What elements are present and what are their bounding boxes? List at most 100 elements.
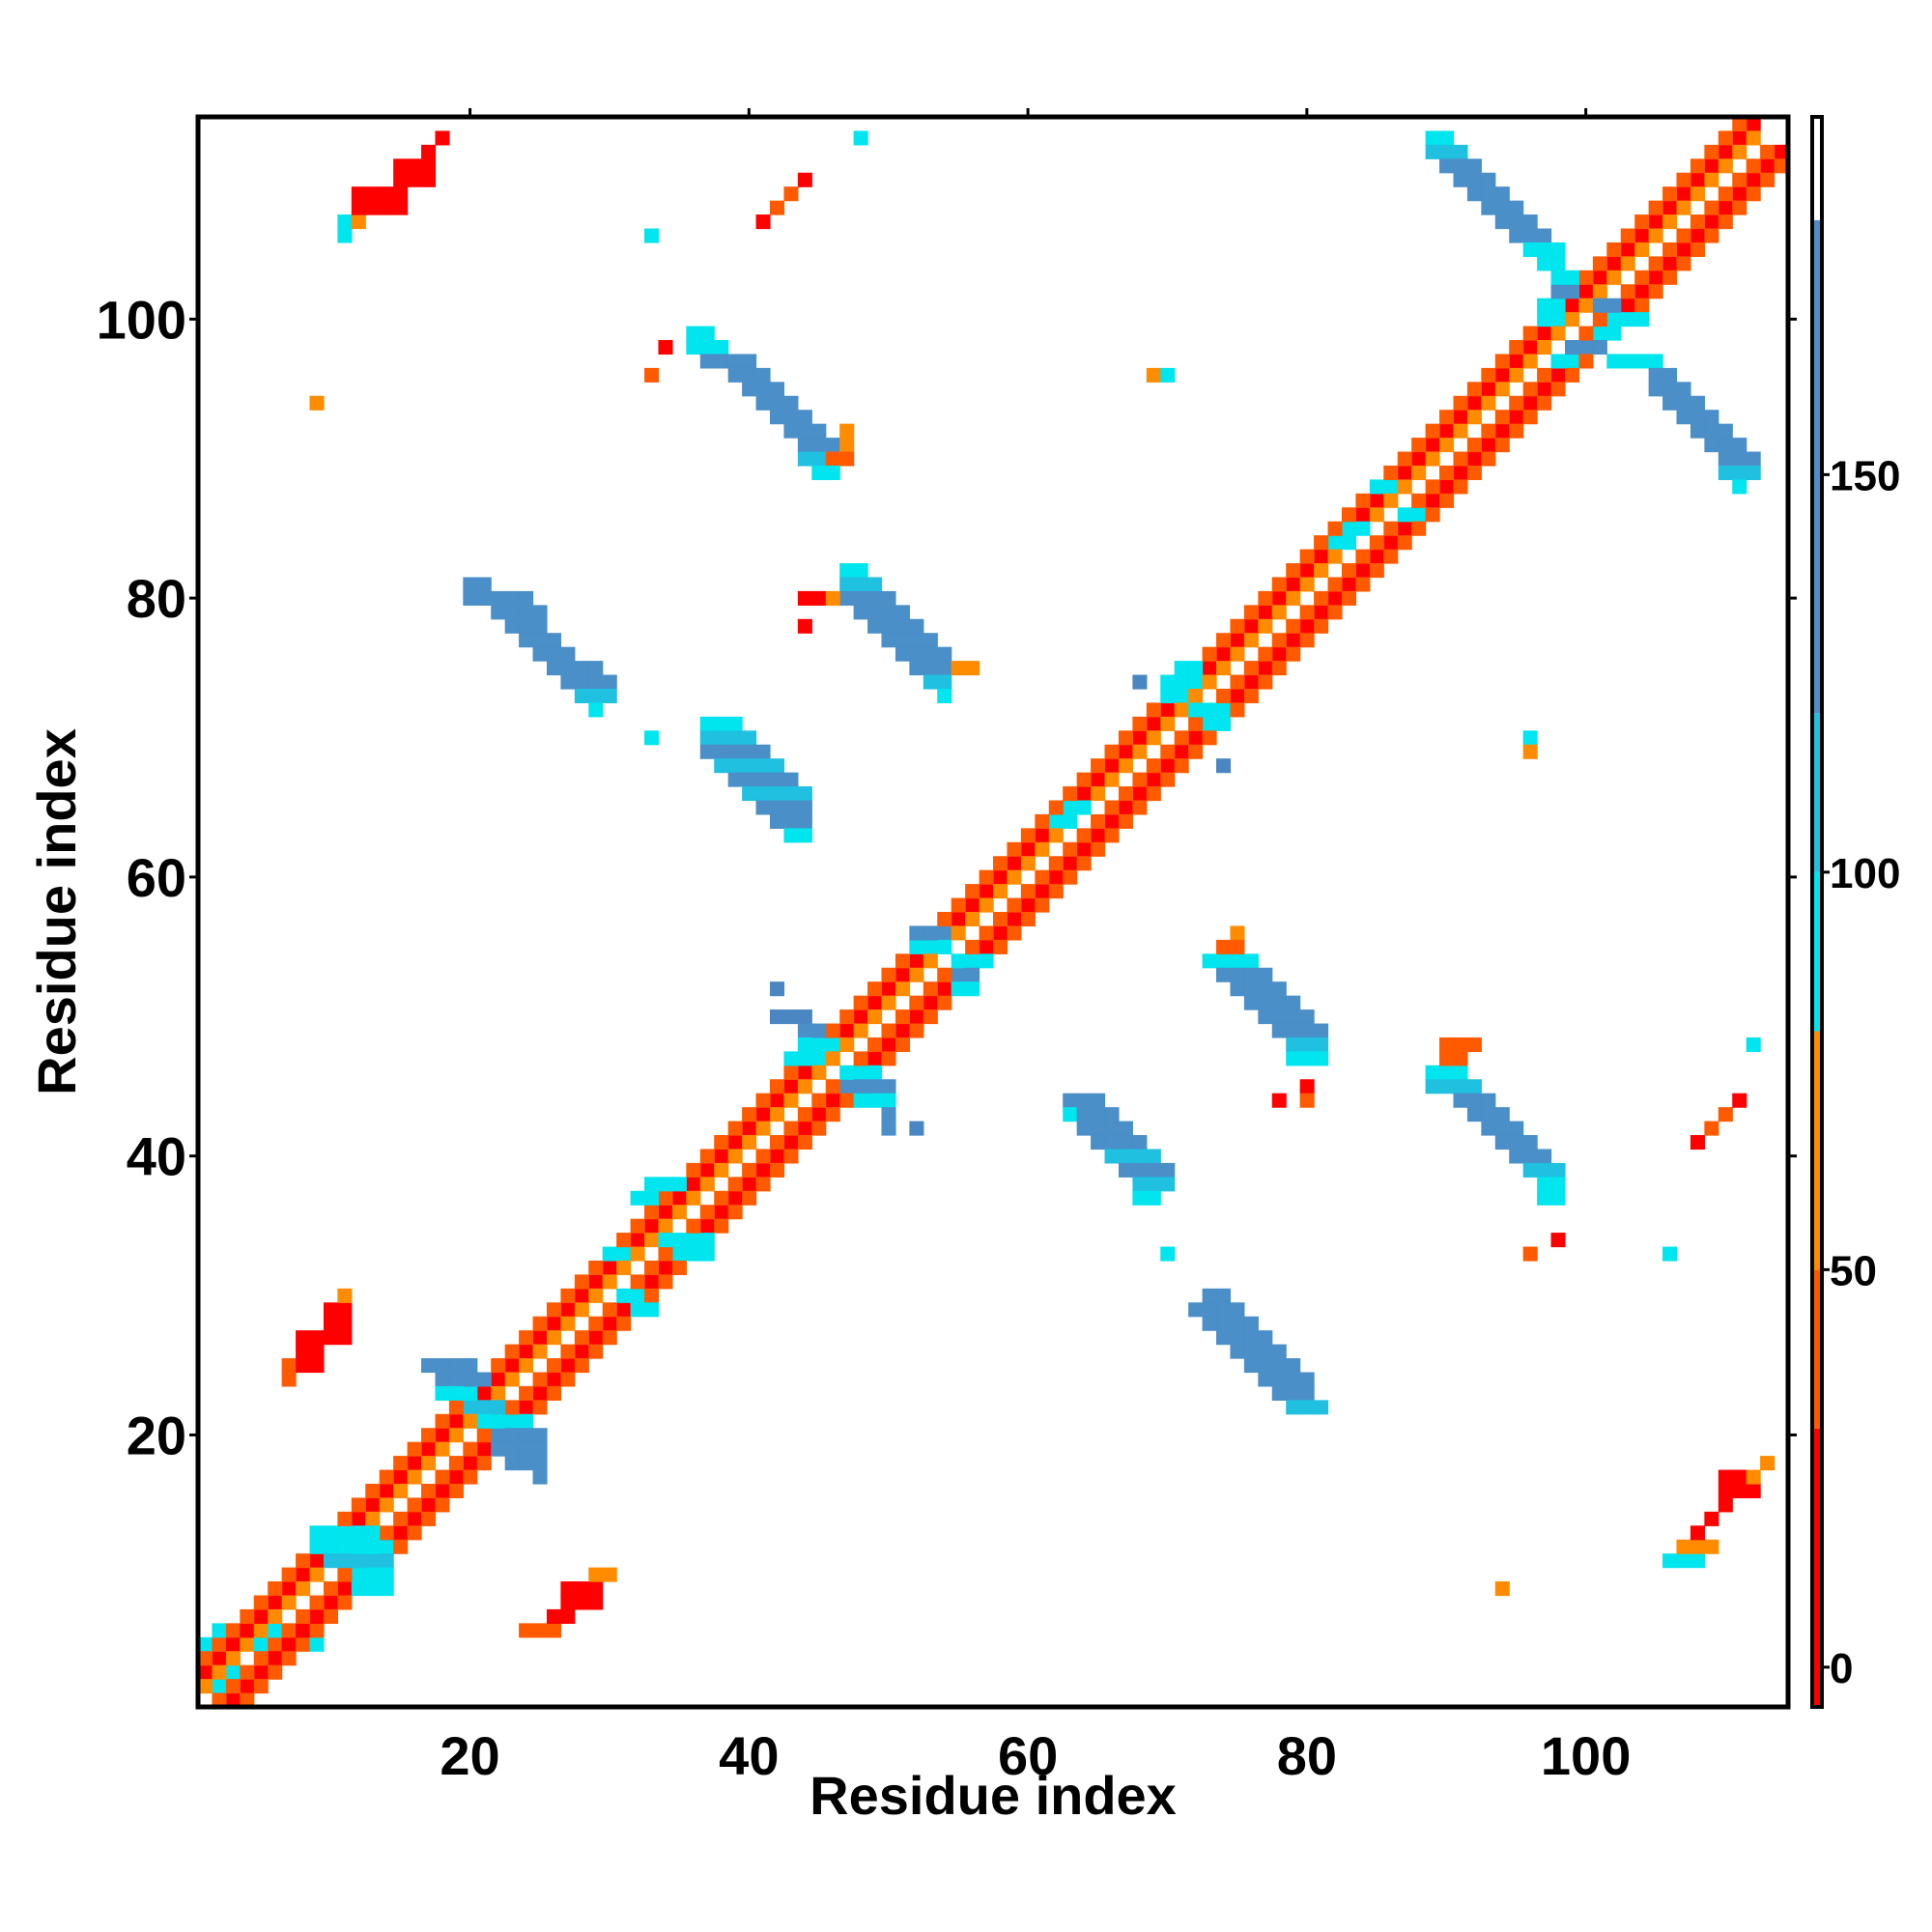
heatmap-cell — [546, 646, 561, 662]
heatmap-cell — [421, 172, 437, 187]
heatmap-cell — [1411, 507, 1427, 523]
heatmap-cell — [1718, 438, 1733, 453]
heatmap-cell — [1202, 674, 1217, 690]
heatmap-cell — [1341, 521, 1356, 536]
heatmap-cell — [699, 1246, 715, 1262]
heatmap-cell — [1355, 521, 1371, 536]
heatmap-cell — [546, 1358, 561, 1374]
heatmap-cell — [769, 772, 785, 787]
heatmap-cell — [602, 1246, 617, 1262]
heatmap-cell — [1314, 1051, 1329, 1066]
heatmap-cell — [671, 1177, 687, 1192]
heatmap-cell — [1494, 367, 1510, 383]
heatmap-cell — [1076, 1121, 1092, 1136]
heatmap-cell — [574, 1595, 589, 1610]
heatmap-cell — [1704, 1121, 1719, 1136]
heatmap-cell — [435, 1441, 450, 1457]
heatmap-cell — [435, 1483, 450, 1499]
heatmap-cell — [1286, 1051, 1301, 1066]
heatmap-cell — [1411, 465, 1427, 480]
heatmap-cell — [686, 1190, 701, 1206]
heatmap-cell — [1494, 1581, 1510, 1597]
heatmap-cell — [1453, 479, 1468, 495]
heatmap-cell — [783, 1051, 799, 1066]
heatmap-cell — [309, 1358, 325, 1374]
heatmap-cell — [1202, 953, 1217, 969]
heatmap-cell — [337, 1525, 353, 1541]
heatmap-cell — [1258, 661, 1273, 676]
heatmap-cell — [769, 1162, 785, 1178]
heatmap-cell — [909, 925, 924, 941]
heatmap-cell — [351, 1567, 366, 1582]
heatmap-cell — [225, 1679, 241, 1694]
heatmap-cell — [867, 590, 883, 606]
heatmap-cell — [1746, 465, 1761, 480]
y-axis-label: Residue index — [26, 728, 87, 1095]
heatmap-cell — [1202, 1288, 1217, 1303]
heatmap-cell — [1522, 410, 1538, 425]
heatmap-cell — [658, 1177, 673, 1192]
heatmap-cell — [463, 1385, 478, 1401]
heatmap-cell — [421, 1456, 437, 1471]
heatmap-cell — [783, 1121, 799, 1136]
heatmap-cell — [1425, 451, 1440, 467]
y-tick-label: 20 — [127, 1405, 186, 1465]
heatmap-cell — [630, 1190, 645, 1206]
heatmap-cell — [1035, 828, 1050, 843]
heatmap-cell — [1704, 1539, 1719, 1554]
heatmap-cell — [504, 618, 520, 634]
heatmap-cell — [951, 912, 966, 927]
heatmap-cell — [1146, 730, 1161, 746]
heatmap-cell — [937, 912, 952, 927]
heatmap-cell — [393, 186, 409, 202]
heatmap-cell — [1522, 214, 1538, 230]
heatmap-cell — [1439, 1037, 1455, 1052]
heatmap-cell — [1271, 577, 1287, 592]
heatmap-cell — [1620, 284, 1635, 299]
heatmap-cell — [923, 981, 938, 997]
heatmap-cell — [1411, 521, 1427, 536]
heatmap-cell — [1537, 312, 1552, 327]
heatmap-cell — [1146, 1190, 1161, 1206]
heatmap-cell — [1271, 661, 1287, 676]
heatmap-cell — [379, 1539, 394, 1554]
heatmap-cell — [1620, 312, 1635, 327]
heatmap-cell — [393, 1511, 409, 1526]
heatmap-cell — [1286, 633, 1301, 648]
heatmap-cell — [1676, 1539, 1691, 1554]
heatmap-cell — [504, 1372, 520, 1387]
heatmap-cell — [825, 1093, 840, 1108]
heatmap-cell — [1690, 228, 1705, 243]
heatmap-cell — [1564, 367, 1580, 383]
heatmap-cell — [979, 939, 994, 954]
heatmap-cell — [1550, 1233, 1566, 1248]
heatmap-cell — [1774, 158, 1789, 174]
heatmap-cell — [379, 1553, 394, 1569]
heatmap-cell — [1439, 423, 1455, 439]
heatmap-cell — [1592, 284, 1607, 299]
heatmap-cell — [1397, 535, 1412, 551]
heatmap-cell — [504, 1344, 520, 1359]
heatmap-cell — [1020, 856, 1036, 871]
heatmap-cell — [951, 661, 966, 676]
heatmap-cell — [1271, 1372, 1287, 1387]
heatmap-cell — [519, 590, 534, 606]
heatmap-cell — [1439, 130, 1455, 146]
heatmap-cell — [1509, 395, 1524, 411]
heatmap-cell — [560, 661, 576, 676]
heatmap-cell — [309, 1608, 325, 1624]
heatmap-cell — [769, 1149, 785, 1164]
heatmap-cell — [1063, 813, 1078, 829]
heatmap-cell — [379, 1525, 394, 1541]
colorbar: 0 50 100 150 — [1810, 115, 1900, 1709]
heatmap-cell — [1076, 1093, 1092, 1108]
heatmap-cell — [588, 688, 604, 704]
heatmap-cell — [1383, 479, 1399, 495]
heatmap-cell — [1578, 270, 1594, 285]
heatmap-cell — [1314, 563, 1329, 579]
heatmap-cell — [574, 1344, 589, 1359]
heatmap-cell — [1634, 214, 1650, 230]
heatmap-cell — [1732, 438, 1747, 453]
heatmap-cell — [895, 1037, 910, 1052]
heatmap-cell — [853, 1023, 868, 1038]
